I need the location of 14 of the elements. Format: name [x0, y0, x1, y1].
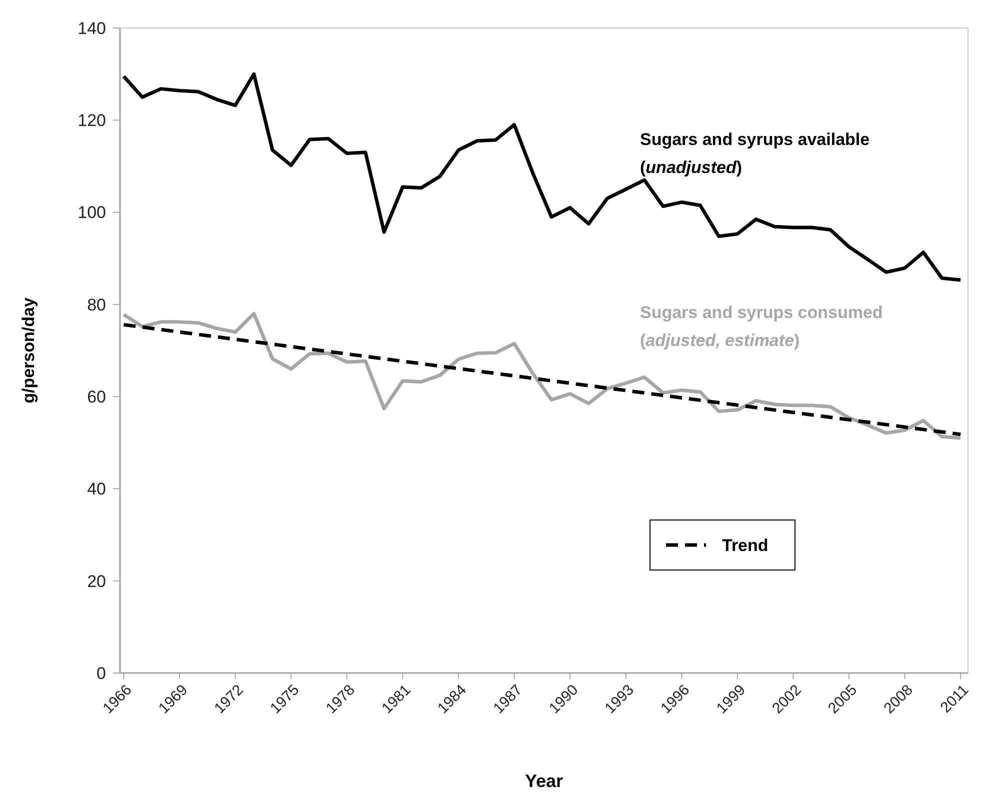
y-tick-label: 60 [87, 388, 106, 407]
y-tick-label: 80 [87, 295, 106, 314]
y-tick-label: 40 [87, 480, 106, 499]
y-tick-label: 120 [78, 111, 106, 130]
y-tick-label: 0 [96, 664, 106, 683]
series-label: Sugars and syrups available (unadjusted) [640, 130, 870, 177]
series-label: Sugars and syrups consumed (adjusted, estimate) [640, 303, 883, 350]
y-axis-title: g/person/day [19, 297, 38, 404]
x-axis-title: Year [524, 771, 564, 791]
legend-label: Trend [722, 536, 768, 555]
y-tick-label: 140 [78, 18, 106, 38]
line-series [122, 72, 962, 282]
y-tick-label: 100 [78, 203, 106, 222]
y-tick-label: 20 [87, 572, 106, 591]
